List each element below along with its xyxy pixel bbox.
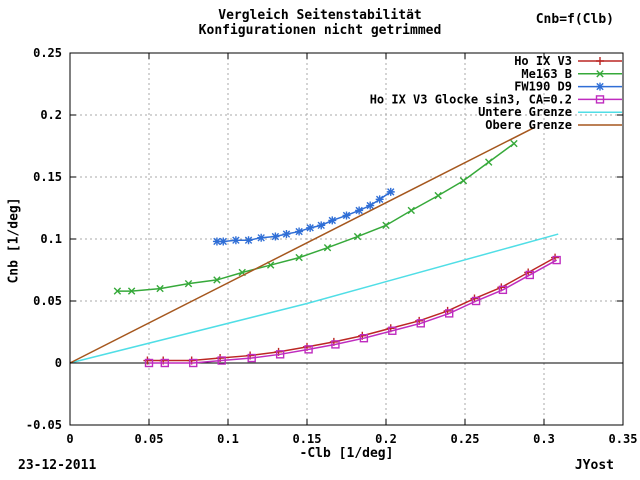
x-axis-label: -Clb [1/deg] (299, 446, 394, 461)
legend-item-6: Obere Grenze (485, 118, 622, 132)
legend-item-4: Ho IX V3 Glocke sin3, CA=0.2 (370, 92, 622, 106)
series-ho-ix-v3-glocke-sin3-ca-0-2 (144, 255, 561, 368)
plot-border-and-ticks (69, 52, 624, 426)
legend-label: Obere Grenze (485, 118, 572, 132)
x-tick-label: 0.2 (375, 432, 397, 446)
legend-label: Me163 B (521, 67, 572, 81)
legend-label: Untere Grenze (478, 105, 572, 119)
legend-item-3: FW190 D9 (514, 80, 622, 94)
x-tick-labels: 0 0.05 0.1 0.15 0.2 0.25 0.3 0.35 (66, 432, 637, 446)
formula-label: Cnb=f(Clb) (535, 12, 614, 27)
y-tick-label: 0.15 (33, 170, 62, 184)
series-ho-ix-v3 (143, 253, 560, 365)
chart-title-line1: Vergleich Seitenstabilität (218, 8, 422, 23)
chart-title-line2: Konfigurationen nicht getrimmed (198, 23, 442, 38)
chart-title: Vergleich Seitenstabilität Konfiguration… (0, 8, 640, 38)
series-fw190-d9 (212, 187, 395, 246)
x-tick-label: 0.3 (533, 432, 555, 446)
y-tick-label: 0.2 (40, 108, 62, 122)
x-tick-label: 0.25 (451, 432, 480, 446)
legend-item-1: Ho IX V3 (514, 54, 622, 68)
y-tick-label: 0.05 (33, 294, 62, 308)
author-label: JYost (574, 458, 614, 473)
legend-item-5: Untere Grenze (478, 105, 622, 119)
x-tick-label: 0.15 (293, 432, 322, 446)
series-untere-grenze (69, 233, 559, 364)
y-axis-label: Cnb [1/deg] (6, 197, 22, 284)
y-tick-label: -0.05 (26, 418, 62, 432)
y-tick-label: 0.25 (33, 46, 62, 60)
y-tick-label: 0 (55, 356, 62, 370)
series-me163-b (113, 139, 518, 295)
legend-label: FW190 D9 (514, 80, 572, 94)
series-obere-grenze (69, 126, 535, 364)
x-tick-label: 0 (66, 432, 73, 446)
legend-label: Ho IX V3 Glocke sin3, CA=0.2 (370, 92, 572, 106)
y-tick-labels: -0.05 0 0.05 0.1 0.15 0.2 0.25 (26, 46, 62, 432)
date-label: 23-12-2011 (18, 458, 97, 473)
legend-label: Ho IX V3 (514, 54, 572, 68)
x-tick-label: 0.35 (609, 432, 638, 446)
x-tick-label: 0.1 (217, 432, 239, 446)
legend-item-2: Me163 B (521, 67, 622, 81)
x-tick-label: 0.05 (135, 432, 164, 446)
y-tick-label: 0.1 (40, 232, 62, 246)
